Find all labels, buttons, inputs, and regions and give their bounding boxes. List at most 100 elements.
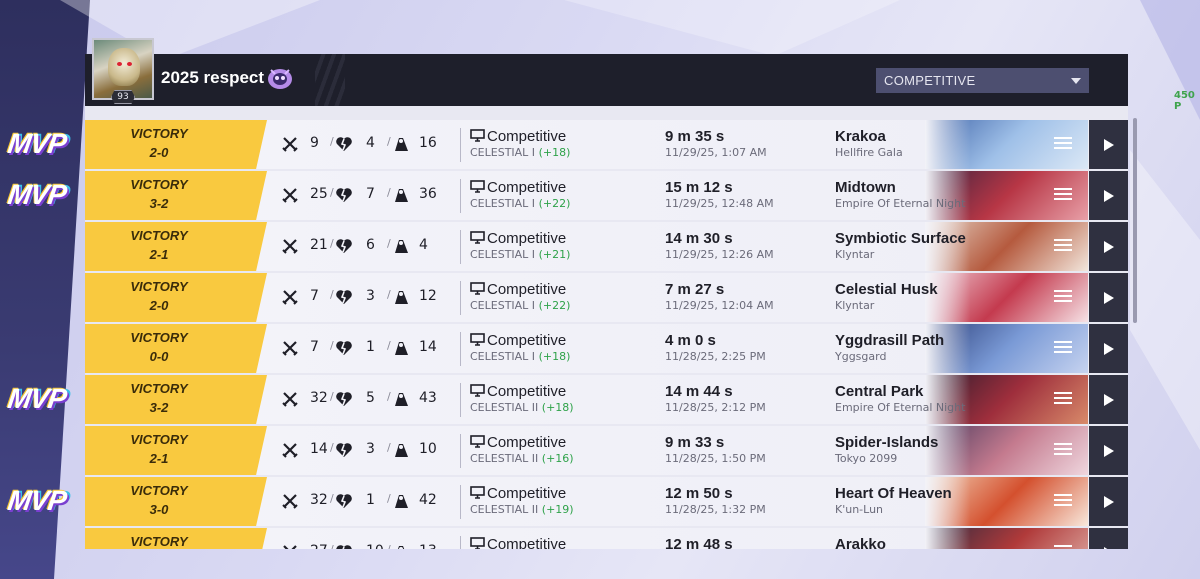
mode-info: Competitive CELESTIAL I (+22)	[460, 179, 570, 213]
player-name: 2025 respect	[161, 68, 265, 87]
map-region: Empire Of Eternal Night	[835, 401, 966, 414]
match-row[interactable]: VICTORY 3-0 32 / 1 / 42 Competitive CELE…	[85, 477, 1128, 526]
match-date: 11/28/25, 2:25 PM	[665, 350, 766, 363]
details-menu-icon[interactable]	[1054, 188, 1072, 202]
kills-icon	[282, 341, 298, 356]
monitor-icon	[470, 486, 485, 499]
round-score: 0-0	[149, 349, 169, 364]
map-info: Spider-Islands Tokyo 2099	[835, 434, 938, 465]
deaths-icon	[336, 239, 352, 253]
stat-separator: /	[387, 543, 391, 549]
stat-separator: /	[330, 237, 334, 250]
map-info: Krakoa Hellfire Gala	[835, 128, 903, 159]
kills-value: 32	[310, 492, 328, 508]
details-menu-icon[interactable]	[1054, 341, 1072, 355]
stat-separator: /	[387, 441, 391, 454]
mode-label: Competitive	[487, 230, 567, 247]
kills-value: 27	[310, 543, 328, 549]
deaths-value: 6	[366, 237, 375, 253]
details-menu-icon[interactable]	[1054, 494, 1072, 508]
replay-button[interactable]	[1089, 273, 1128, 322]
mode-label: Competitive	[487, 128, 567, 145]
replay-button[interactable]	[1089, 222, 1128, 271]
match-row[interactable]: VICTORY 0-0 7 / 1 / 14 Competitive CELES…	[85, 324, 1128, 373]
match-list-scrollbar[interactable]	[1133, 118, 1137, 323]
map-region: Tokyo 2099	[835, 452, 898, 465]
map-name: Midtown	[835, 179, 896, 196]
details-menu-icon[interactable]	[1054, 392, 1072, 406]
replay-button[interactable]	[1089, 120, 1128, 169]
mode-info: Competitive CELESTIAL I (+18)	[460, 332, 570, 366]
stat-separator: /	[387, 237, 391, 250]
match-row[interactable]: VICTORY 2-1 14 / 3 / 10 Competitive CELE…	[85, 426, 1128, 475]
replay-button[interactable]	[1089, 426, 1128, 475]
mode-info: Competitive CELESTIAL II (+19)	[460, 485, 574, 519]
time-info: 12 m 50 s 11/28/25, 1:32 PM	[665, 485, 766, 516]
match-date: 11/29/25, 1:07 AM	[665, 146, 767, 159]
match-date: 11/29/25, 12:26 AM	[665, 248, 774, 261]
assists-icon	[395, 240, 408, 253]
match-date: 11/28/25, 1:32 PM	[665, 503, 766, 516]
monitor-icon	[470, 129, 485, 142]
player-level-badge: 93	[111, 90, 135, 104]
map-thumbnail	[925, 171, 1088, 220]
map-thumbnail	[925, 375, 1088, 424]
mode-info: Competitive CELESTIAL I (+22)	[460, 281, 570, 315]
mode-label: Competitive	[487, 536, 567, 549]
deaths-icon	[336, 392, 352, 406]
replay-button[interactable]	[1089, 324, 1128, 373]
map-name: Heart Of Heaven	[835, 485, 952, 502]
assists-icon	[395, 342, 408, 355]
match-duration: 7 m 27 s	[665, 281, 725, 298]
rank-gain: (+18)	[538, 350, 571, 363]
map-name: Symbiotic Surface	[835, 230, 966, 247]
match-list[interactable]: VICTORY 2-0 9 / 4 / 16 Competitive CELES…	[85, 106, 1128, 549]
details-menu-icon[interactable]	[1054, 545, 1072, 549]
round-score: 2-0	[149, 298, 169, 313]
mvp-badge: MVP	[5, 179, 68, 210]
player-avatar[interactable]	[92, 38, 154, 100]
details-menu-icon[interactable]	[1054, 443, 1072, 457]
map-info: Arakko	[835, 536, 886, 549]
match-row[interactable]: VICTORY 2-1 21 / 6 / 4 Competitive CELES…	[85, 222, 1128, 271]
details-menu-icon[interactable]	[1054, 137, 1072, 151]
stat-separator: /	[330, 390, 334, 403]
details-menu-icon[interactable]	[1054, 290, 1072, 304]
deaths-icon	[336, 545, 352, 549]
details-menu-icon[interactable]	[1054, 239, 1072, 253]
time-info: 15 m 12 s 11/29/25, 12:48 AM	[665, 179, 774, 210]
replay-button[interactable]	[1089, 375, 1128, 424]
replay-button[interactable]	[1089, 477, 1128, 526]
rank-gain: (+22)	[538, 299, 571, 312]
map-thumbnail	[925, 477, 1088, 526]
match-duration: 15 m 12 s	[665, 179, 733, 196]
rank-gain: (+22)	[538, 197, 571, 210]
replay-button[interactable]	[1089, 528, 1128, 549]
round-score: 3-2	[149, 400, 169, 415]
play-icon	[1104, 445, 1114, 457]
kills-icon	[282, 392, 298, 407]
map-info: Central Park Empire Of Eternal Night	[835, 383, 965, 414]
deaths-icon	[336, 341, 352, 355]
assists-icon	[395, 495, 408, 508]
result-label: VICTORY	[130, 330, 188, 345]
time-info: 12 m 48 s	[665, 536, 733, 549]
match-row[interactable]: VICTORY 3-2 25 / 7 / 36 Competitive CELE…	[85, 171, 1128, 220]
deaths-value: 1	[366, 492, 375, 508]
map-info: Symbiotic Surface Klyntar	[835, 230, 966, 261]
deaths-value: 10	[366, 543, 384, 549]
match-row[interactable]: VICTORY 27 / 10 / 13 Competitive 12 m 48…	[85, 528, 1128, 549]
time-info: 9 m 33 s 11/28/25, 1:50 PM	[665, 434, 766, 465]
match-row[interactable]: VICTORY 2-0 7 / 3 / 12 Competitive CELES…	[85, 273, 1128, 322]
replay-button[interactable]	[1089, 171, 1128, 220]
assists-icon	[395, 393, 408, 406]
match-row[interactable]: VICTORY 2-0 9 / 4 / 16 Competitive CELES…	[85, 120, 1128, 169]
kills-icon	[282, 188, 298, 203]
kills-icon	[282, 137, 298, 152]
row-background	[85, 528, 1128, 549]
match-row[interactable]: VICTORY 3-2 32 / 5 / 43 Competitive CELE…	[85, 375, 1128, 424]
stat-separator: /	[387, 186, 391, 199]
stat-separator: /	[330, 543, 334, 549]
match-date: 11/29/25, 12:04 AM	[665, 299, 774, 312]
game-mode-dropdown[interactable]: COMPETITIVE	[876, 68, 1089, 93]
